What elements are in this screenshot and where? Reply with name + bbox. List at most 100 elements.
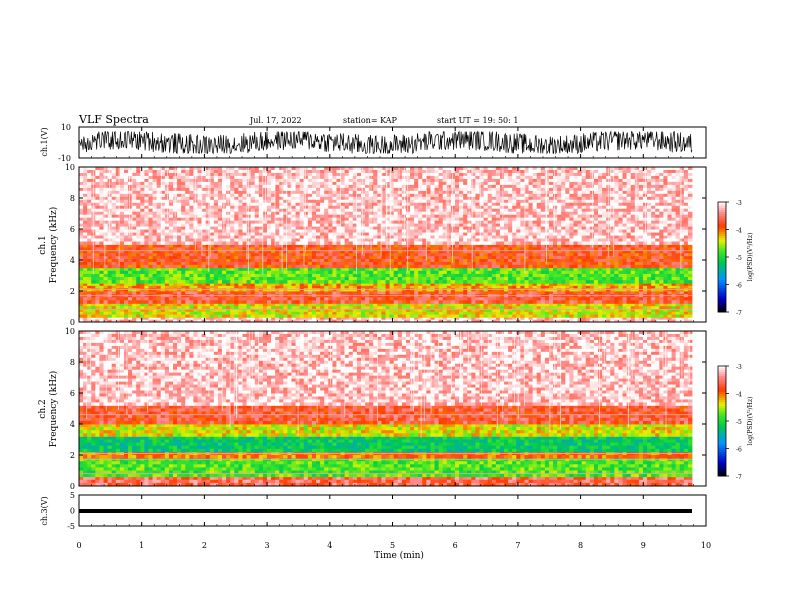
- spectrogram-cell: [132, 247, 137, 251]
- spectrogram-cell: [172, 291, 178, 295]
- spectrogram-cell: [463, 250, 468, 254]
- spectrogram-cell: [516, 256, 521, 260]
- spectrogram-cell: [111, 184, 117, 189]
- spectrogram-cell: [434, 311, 440, 315]
- spectrogram-cell: [238, 319, 243, 323]
- spectrogram-cell: [499, 175, 505, 180]
- spectrogram-cell: [316, 288, 321, 292]
- spectrogram-cell: [320, 172, 325, 177]
- spectrogram-cell: [663, 303, 668, 307]
- spectrogram-cell: [581, 259, 587, 263]
- spectrogram-cell: [136, 167, 141, 171]
- spectrogram-cell: [667, 256, 672, 260]
- spectrogram-cell: [463, 270, 468, 275]
- spectrogram-cell: [107, 253, 113, 257]
- spectrogram-cell: [164, 244, 170, 248]
- ch1-spectrogram-image: [79, 167, 693, 323]
- spectrogram-cell: [475, 261, 480, 266]
- spectrogram-cell: [540, 181, 546, 186]
- spectrogram-cell: [540, 288, 546, 292]
- spectrogram-cell: [622, 303, 628, 307]
- spectrogram-cell: [320, 285, 325, 289]
- spectrogram-cell: [185, 319, 190, 323]
- spectrogram-cell: [381, 306, 386, 310]
- spectrogram-cell: [491, 247, 497, 251]
- spectrogram-cell: [651, 283, 656, 287]
- spectrogram-cell: [565, 256, 570, 260]
- spectrogram-cell: [553, 314, 558, 318]
- spectrogram-cell: [638, 285, 644, 289]
- spectrogram-cell: [385, 314, 390, 318]
- spectrogram-cell: [598, 172, 603, 177]
- spectrogram-cell: [512, 283, 517, 287]
- spectrogram-cell: [593, 169, 599, 174]
- spectrogram-cell: [365, 247, 370, 251]
- spectrogram-cell: [679, 167, 685, 171]
- spectrogram-cell: [197, 264, 202, 269]
- spectrogram-cell: [307, 256, 313, 260]
- spectrogram-cell: [217, 277, 223, 281]
- spectrogram-cell: [434, 283, 440, 287]
- spectrogram-cell: [659, 317, 664, 321]
- spectrogram-cell: [561, 288, 566, 292]
- spectrogram-cell: [393, 303, 399, 307]
- spectrogram-cell: [95, 273, 100, 278]
- spectrogram-cell: [630, 169, 636, 174]
- spectrogram-cell: [132, 270, 137, 275]
- spectrogram-cell: [479, 169, 484, 174]
- spectrogram-cell: [471, 314, 476, 318]
- spectrogram-cell: [401, 267, 407, 272]
- spectrogram-cell: [483, 303, 489, 307]
- spectrogram-cell: [679, 181, 685, 186]
- spectrogram-cell: [630, 250, 636, 254]
- spectrogram-cell: [540, 285, 546, 289]
- spectrogram-cell: [426, 261, 431, 266]
- spectrogram-cell: [602, 256, 607, 260]
- spectrogram-cell: [459, 270, 464, 275]
- spectrogram-cell: [344, 283, 350, 287]
- spectrogram-cell: [234, 169, 239, 174]
- spectrogram-cell: [205, 264, 211, 269]
- spectrogram-cell: [528, 253, 534, 257]
- spectrogram-cell: [687, 261, 693, 266]
- spectrogram-cell: [369, 291, 374, 295]
- spectrogram-cell: [381, 250, 386, 254]
- spectrogram-cell: [561, 308, 566, 313]
- spectrogram-cell: [581, 303, 587, 307]
- spectrogram-cell: [454, 259, 460, 263]
- spectrogram-cell: [340, 308, 346, 313]
- spectrogram-cell: [128, 273, 133, 278]
- spectrogram-cell: [144, 259, 149, 263]
- spectrogram-cell: [405, 277, 411, 281]
- spectrogram-cell: [95, 244, 100, 248]
- spectrogram-cell: [160, 256, 166, 260]
- spectrogram-cell: [561, 256, 566, 260]
- spectrogram-cell: [589, 250, 595, 254]
- spectrogram-cell: [123, 167, 129, 171]
- spectrogram-cell: [385, 308, 390, 313]
- spectrogram-cell: [606, 300, 611, 304]
- spectrogram-cell: [495, 297, 501, 301]
- spectrogram-cell: [434, 261, 440, 266]
- spectrogram-cell: [103, 273, 109, 278]
- spectrogram-cell: [634, 314, 640, 318]
- spectrogram-cell: [401, 300, 407, 304]
- spectrogram-cell: [213, 297, 219, 301]
- spectrogram-cell: [217, 264, 223, 269]
- spectrogram-cell: [213, 169, 219, 174]
- spectrogram-cell: [168, 308, 174, 313]
- spectrogram-cell: [614, 253, 619, 257]
- spectrogram-cell: [630, 317, 636, 321]
- spectrogram-cell: [667, 259, 672, 263]
- spectrogram-cell: [99, 297, 104, 301]
- spectrogram-cell: [614, 178, 619, 183]
- spectrogram-cell: [258, 169, 264, 174]
- spectrogram-cell: [226, 247, 231, 251]
- spectrogram-cell: [340, 280, 346, 284]
- spectrogram-cell: [99, 306, 104, 310]
- spectrogram-cell: [99, 169, 104, 174]
- spectrogram-cell: [226, 300, 231, 304]
- spectrogram-cell: [459, 280, 464, 284]
- spectrogram-cell: [307, 303, 313, 307]
- spectrogram-cell: [140, 261, 145, 266]
